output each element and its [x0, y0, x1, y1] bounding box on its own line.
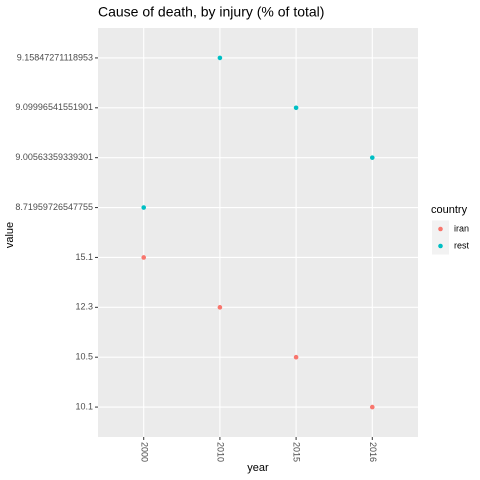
y-tick-label: 10.1: [75, 401, 93, 411]
panel: [98, 28, 418, 437]
y-axis-label: value: [4, 222, 16, 248]
point: [141, 205, 147, 210]
chart-title: Cause of death, by injury (% of total): [98, 4, 324, 20]
y-tick-label: 12.3: [75, 302, 93, 312]
point: [369, 155, 375, 160]
y-tick-label: 9.00563359339301: [15, 152, 93, 162]
x-tick-label: 2010: [216, 442, 226, 462]
y-tick-label: 10.5: [75, 352, 93, 362]
point: [217, 55, 223, 61]
x-axis-label: year: [247, 462, 269, 474]
point: [141, 255, 147, 260]
legend-title: country: [431, 204, 468, 216]
x-tick-label: 2015: [292, 442, 302, 462]
x-tick-label: 2016: [368, 442, 378, 462]
point: [217, 305, 223, 310]
y-tick-label: 15.1: [75, 252, 93, 262]
point: [293, 105, 299, 111]
y-tick-label: 9.15847271118953: [17, 52, 93, 62]
point: [293, 354, 299, 360]
legend-marker: [438, 226, 443, 232]
legend-label: rest: [454, 240, 470, 250]
legend-label: iran: [454, 223, 469, 233]
y-tick-label: 9.09996541551901: [15, 102, 93, 112]
x-tick-label: 2000: [139, 442, 149, 462]
legend-marker: [438, 243, 443, 249]
y-tick-label: 8.71959726547755: [15, 202, 93, 212]
point: [369, 404, 375, 410]
